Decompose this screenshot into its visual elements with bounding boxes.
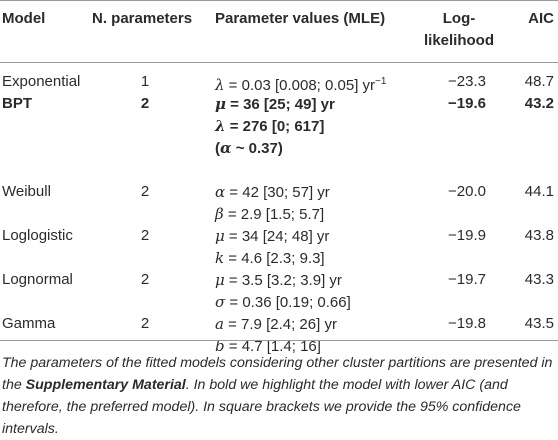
parameter-estimate: = 7.9 [2.4; 26] yr (223, 316, 337, 333)
parameter-estimate: = 4.7 [1.4; 16] (224, 338, 321, 355)
table-row-parameter-value: λ = 276 [0; 617] (215, 116, 324, 137)
table-top-rule (0, 0, 558, 1)
table-row-aic: 43.2 (524, 95, 554, 112)
parameter-symbol: λ (215, 117, 226, 135)
caption-text-1: The parameters of the fitted models cons… (2, 355, 553, 393)
parameter-symbol: b (215, 337, 225, 355)
table-row-n-parameters: 2 (140, 183, 150, 200)
parameter-symbol: μ (215, 271, 225, 289)
parameter-estimate: = 0.36 [0.19; 0.66] (225, 294, 351, 311)
table-row-aic: 44.1 (524, 183, 554, 200)
table-row-parameter-value: a = 7.9 [2.4; 26] yr (215, 314, 337, 335)
table-row-n-parameters: 2 (140, 271, 150, 288)
table-row-aic: 43.8 (524, 227, 554, 244)
parameter-open-paren: ( (215, 140, 220, 157)
table-row-model: Weibull (2, 183, 51, 200)
table-row-parameter-value: α = 42 [30; 57] yr (215, 182, 330, 203)
table-row-parameter-value: β = 2.9 [1.5; 5.7] (215, 204, 324, 225)
table-row-log-likelihood: −19.9 (448, 227, 486, 244)
table-row-log-likelihood: −19.6 (448, 95, 486, 112)
parameter-symbol: α (215, 183, 226, 201)
header-parameter-values: Parameter values (MLE) (215, 10, 386, 27)
table-row-parameter-value: (α ~ 0.37) (215, 138, 283, 159)
parameter-estimate: = 3.5 [3.2; 3.9] yr (224, 272, 342, 289)
parameter-symbol: β (215, 205, 224, 223)
table-header-rule (0, 62, 558, 63)
parameter-symbol: k (215, 249, 225, 267)
header-log-likelihood-line2: likelihood (423, 32, 494, 49)
table-row-parameter-value: μ = 36 [25; 49] yr (215, 94, 335, 115)
parameter-symbol: σ (215, 293, 226, 311)
table-row-n-parameters: 2 (140, 227, 150, 244)
caption-supplementary-link: Supplementary Material (25, 377, 186, 393)
table-row-model: Exponential (2, 73, 81, 90)
table-caption: The parameters of the fitted models cons… (2, 352, 554, 440)
parameter-estimate: = 42 [30; 57] yr (225, 184, 330, 201)
parameter-estimate: = 4.6 [2.3; 9.3] (224, 250, 325, 267)
parameter-estimate: = 2.9 [1.5; 5.7] (223, 206, 325, 223)
table-row-aic: 43.5 (524, 315, 554, 332)
table-row-parameter-value: λ = 0.03 [0.008; 0.05] yr−1 (215, 72, 386, 96)
table-row-aic: 48.7 (524, 73, 554, 90)
parameter-symbol: μ (215, 95, 226, 113)
table-row-n-parameters: 2 (140, 95, 150, 112)
table-bottom-rule (0, 340, 558, 341)
header-aic: AIC (528, 10, 554, 27)
table-row-log-likelihood: −19.8 (448, 315, 486, 332)
table-row-model: Loglogistic (2, 227, 73, 244)
table-row-model: Lognormal (2, 271, 73, 288)
parameter-symbol: λ (215, 76, 225, 94)
header-log-likelihood-line1: Log- (442, 10, 476, 27)
table-row-n-parameters: 2 (140, 315, 150, 332)
parameter-symbol: α (220, 139, 232, 157)
header-model: Model (2, 10, 46, 27)
table-row-aic: 43.3 (524, 271, 554, 288)
table-row-model: BPT (2, 95, 32, 112)
parameter-symbol: a (215, 315, 224, 333)
table-row-parameter-value: μ = 34 [24; 48] yr (215, 226, 329, 247)
table-row-log-likelihood: −20.0 (448, 183, 486, 200)
table-row-log-likelihood: −23.3 (448, 73, 486, 90)
table-row-log-likelihood: −19.7 (448, 271, 486, 288)
table-row-n-parameters: 1 (140, 73, 150, 90)
parameter-unit-exponent: −1 (375, 76, 387, 87)
parameter-estimate: = 36 [25; 49] yr (225, 96, 335, 113)
parameter-estimate: = 276 [0; 617] (225, 118, 325, 135)
table-row-parameter-value: σ = 0.36 [0.19; 0.66] (215, 292, 351, 313)
parameter-estimate: ~ 0.37) (231, 140, 283, 157)
table-row-model: Gamma (2, 315, 56, 332)
table-row-parameter-value: b = 4.7 [1.4; 16] (215, 336, 321, 357)
parameter-estimate: = 34 [24; 48] yr (224, 228, 330, 245)
parameter-symbol: μ (215, 227, 225, 245)
header-n-parameters: N. parameters (92, 10, 193, 27)
table-row-parameter-value: μ = 3.5 [3.2; 3.9] yr (215, 270, 342, 291)
parameter-estimate: = 0.03 [0.008; 0.05] yr (224, 77, 376, 94)
table-row-parameter-value: k = 4.6 [2.3; 9.3] (215, 248, 325, 269)
